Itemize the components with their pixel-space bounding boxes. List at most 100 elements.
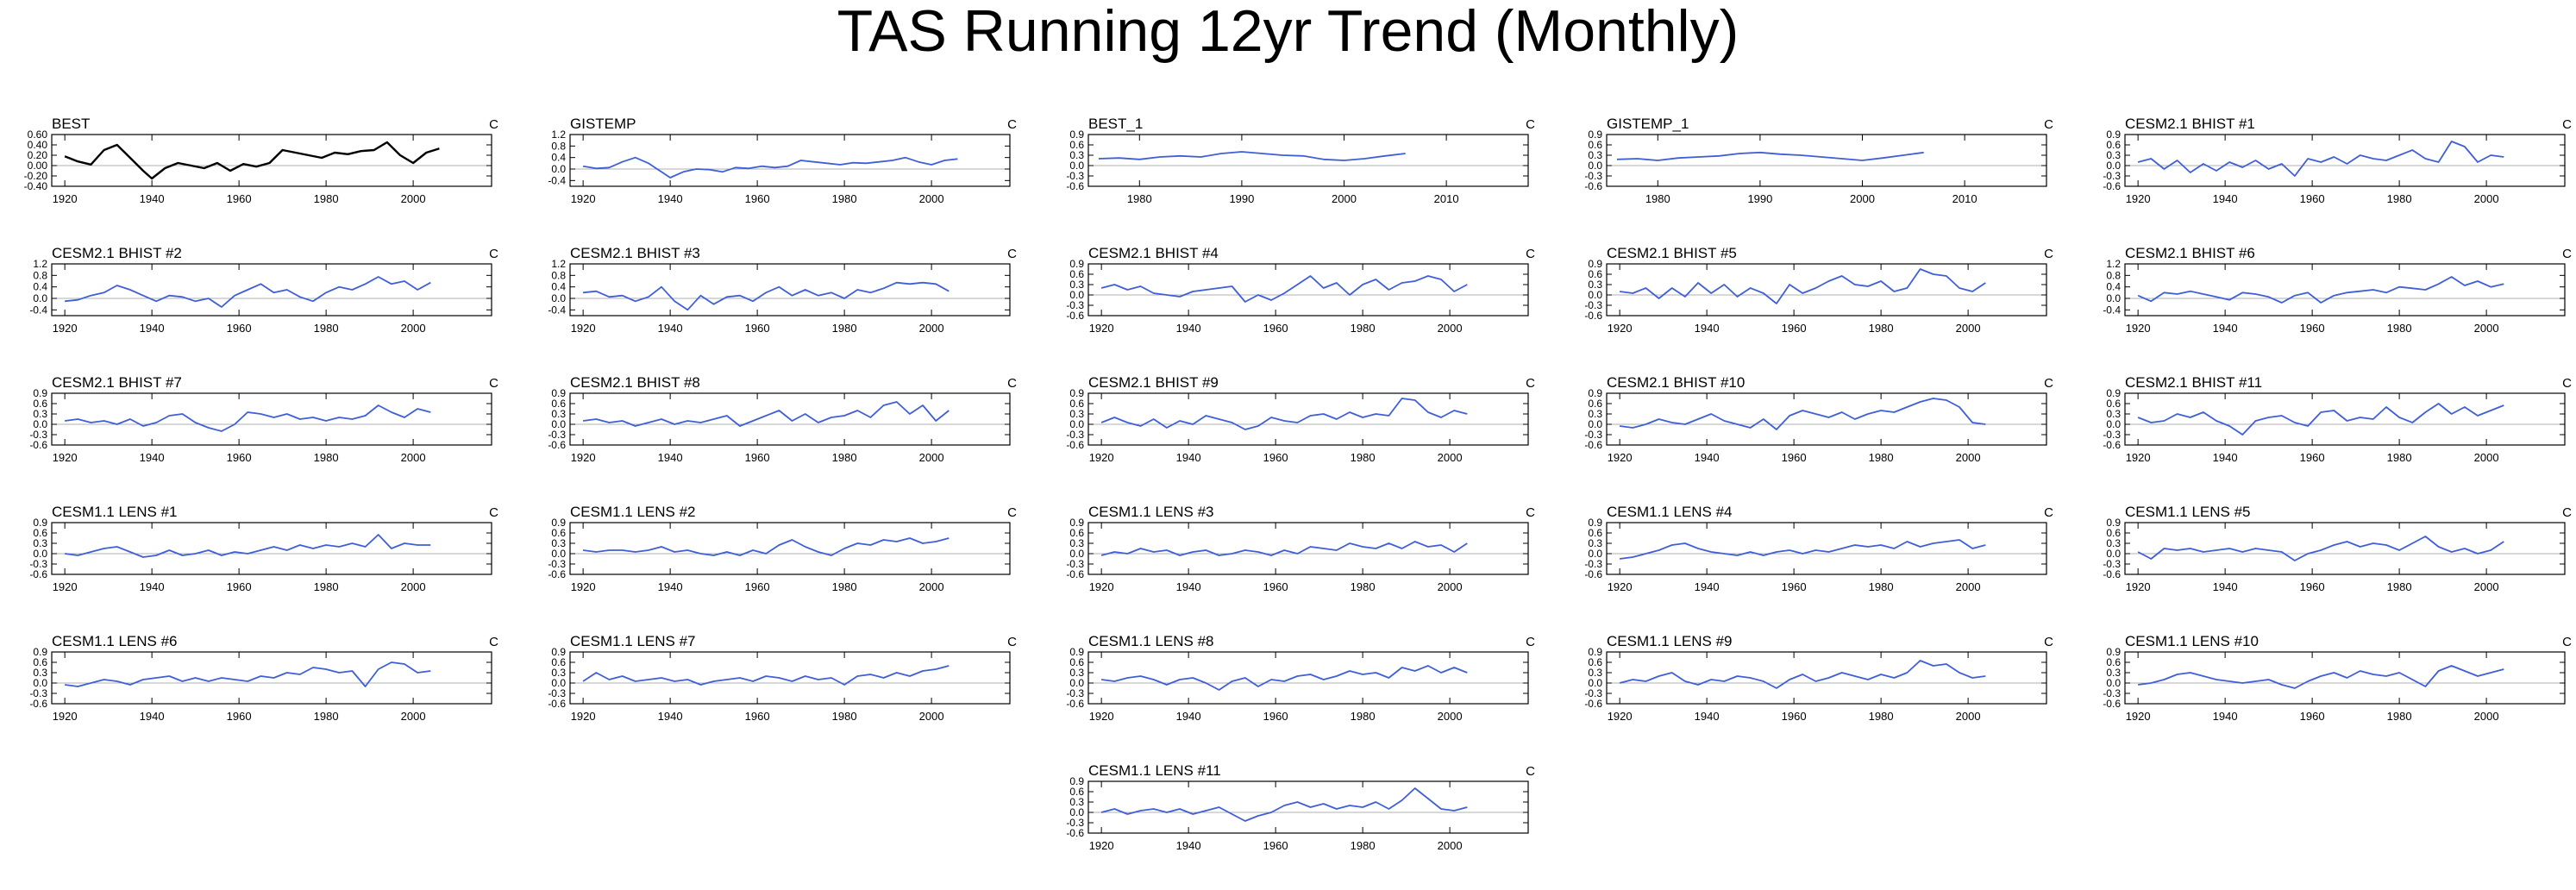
y-tick-label: 0.3: [2106, 537, 2121, 549]
chart-panel: CESM2.1 BHIST #11 C -0.6-0.30.00.30.60.9 19…: [2103, 374, 2572, 464]
series-line: [1619, 398, 1986, 430]
y-tick-label: 0.9: [2106, 387, 2121, 399]
chart-panel: CESM2.1 BHIST #3 C -0.40.00.40.81.2 1920 194…: [548, 245, 1017, 335]
chart-panel: CESM1.1 LENS #11 C -0.6-0.30.00.30.60.9 192…: [1066, 762, 1535, 852]
y-tick-label: -0.6: [548, 698, 566, 710]
x-tick-label: 1940: [1695, 580, 1720, 593]
y-tick-label: -0.3: [1066, 687, 1084, 699]
series-line: [2137, 141, 2504, 177]
x-tick-label: 1960: [1782, 710, 1807, 723]
panel-title: CESM1.1 LENS #1: [52, 504, 178, 520]
y-tick-label: 0.3: [33, 408, 47, 420]
panel-title: CESM1.1 LENS #5: [2125, 504, 2251, 520]
x-tick-label: 1920: [53, 580, 78, 593]
chart-panel: CESM2.1 BHIST #7 C -0.6-0.30.00.30.60.9 192…: [29, 374, 498, 464]
y-tick-label: 0.0: [2106, 292, 2121, 304]
y-tick-label: -0.3: [1584, 429, 1602, 441]
plot-frame: [1087, 263, 1529, 317]
y-tick-label: -0.3: [2103, 429, 2121, 441]
y-tick-label: 0.3: [1069, 796, 1084, 808]
x-tick-label: 1990: [1229, 192, 1254, 205]
x-tick-label: 1980: [832, 322, 857, 335]
y-tick-label: 0.3: [1588, 408, 1602, 420]
x-tick-label: 1940: [2213, 580, 2238, 593]
panel-title: CESM2.1 BHIST #10: [1607, 374, 1745, 391]
panel-title: CESM1.1 LENS #10: [2125, 633, 2259, 649]
y-tick-label: 0.3: [1588, 279, 1602, 291]
series-line: [2137, 403, 2504, 436]
y-tick-label: 0.6: [551, 527, 566, 539]
y-tick-label: 0.0: [33, 292, 47, 304]
y-tick-label: -0.3: [548, 687, 566, 699]
x-tick-label: 1920: [1089, 710, 1114, 723]
panel-units: C: [1007, 505, 1017, 520]
y-tick-label: 0.9: [1069, 128, 1084, 141]
y-tick-label: 0.6: [2106, 656, 2121, 668]
x-tick-label: 1980: [1351, 839, 1376, 852]
y-tick-label: 0.6: [1588, 268, 1602, 280]
panel-units: C: [2044, 117, 2053, 132]
panel-units: C: [1007, 376, 1017, 391]
panel-title: BEST_1: [1088, 116, 1143, 132]
x-tick-label: 2000: [2474, 322, 2499, 335]
x-tick-label: 2000: [2474, 451, 2499, 464]
y-tick-label: 0.4: [551, 152, 566, 164]
x-tick-label: 1960: [2300, 322, 2325, 335]
y-tick-label: 0.9: [33, 517, 47, 529]
y-tick-label: 0.3: [2106, 408, 2121, 420]
series-line: [583, 281, 950, 311]
x-tick-label: 1960: [2300, 192, 2325, 205]
y-tick-label: 0.6: [1588, 656, 1602, 668]
series-line: [64, 404, 431, 432]
plot-frame: [51, 651, 492, 705]
x-tick-label: 1960: [745, 192, 770, 205]
x-tick-label: 1940: [140, 192, 165, 205]
y-tick-label: -0.6: [1066, 698, 1084, 710]
plot-frame: [1087, 134, 1529, 187]
panel-units: C: [2044, 635, 2053, 649]
panel-units: C: [2044, 247, 2053, 261]
panel-title: CESM2.1 BHIST #2: [52, 245, 182, 261]
chart-panel: GISTEMP C -0.40.00.40.81.2 1920 1940 1960 1980…: [548, 116, 1017, 205]
x-tick-label: 2000: [401, 322, 426, 335]
chart-panel: CESM1.1 LENS #6 C -0.6-0.30.00.30.60.9 1920…: [29, 633, 498, 723]
y-tick-label: 0.0: [1588, 677, 1602, 689]
y-tick-label: 0.3: [1069, 149, 1084, 161]
panel-units: C: [2562, 117, 2572, 132]
panel-units: C: [1526, 505, 1535, 520]
y-tick-label: -0.6: [29, 568, 47, 580]
chart-panel: CESM1.1 LENS #2 C -0.6-0.30.00.30.60.9 1920…: [548, 504, 1017, 593]
x-tick-label: 2000: [1438, 710, 1463, 723]
x-tick-label: 1940: [658, 451, 683, 464]
x-tick-label: 1980: [1351, 451, 1376, 464]
x-tick-label: 2000: [919, 451, 944, 464]
y-tick-label: 0.40: [28, 139, 48, 151]
series-line: [64, 141, 440, 180]
y-tick-label: -0.6: [2103, 180, 2121, 192]
y-tick-label: -0.6: [2103, 439, 2121, 451]
x-tick-label: 2000: [1438, 322, 1463, 335]
x-tick-label: 1920: [1089, 451, 1114, 464]
x-tick-label: 2000: [919, 322, 944, 335]
chart-panel: CESM2.1 BHIST #4 C -0.6-0.30.00.30.60.9 192…: [1066, 245, 1535, 335]
plot-frame: [1606, 134, 2047, 187]
x-tick-label: 2010: [1952, 192, 1977, 205]
plot-frame: [2124, 651, 2566, 705]
x-tick-label: 2000: [1850, 192, 1875, 205]
y-tick-label: 0.0: [551, 163, 566, 175]
y-tick-label: 0.0: [2106, 418, 2121, 430]
series-line: [582, 537, 950, 556]
x-tick-label: 1980: [1869, 451, 1894, 464]
y-tick-label: -0.3: [1066, 429, 1084, 441]
plot-frame: [569, 134, 1011, 187]
panel-title: CESM1.1 LENS #11: [1088, 762, 1221, 779]
plot-frame: [569, 392, 1011, 446]
chart-panel: CESM1.1 LENS #4 C -0.6-0.30.00.30.60.9 1920…: [1584, 504, 2053, 593]
x-tick-label: 1960: [1263, 710, 1288, 723]
x-tick-label: 1940: [2213, 710, 2238, 723]
y-tick-label: 1.2: [2106, 258, 2121, 270]
y-tick-label: -0.3: [29, 558, 47, 570]
y-tick-label: 0.4: [2106, 281, 2121, 293]
panel-title: GISTEMP: [570, 116, 636, 132]
y-tick-label: -0.3: [1584, 558, 1602, 570]
